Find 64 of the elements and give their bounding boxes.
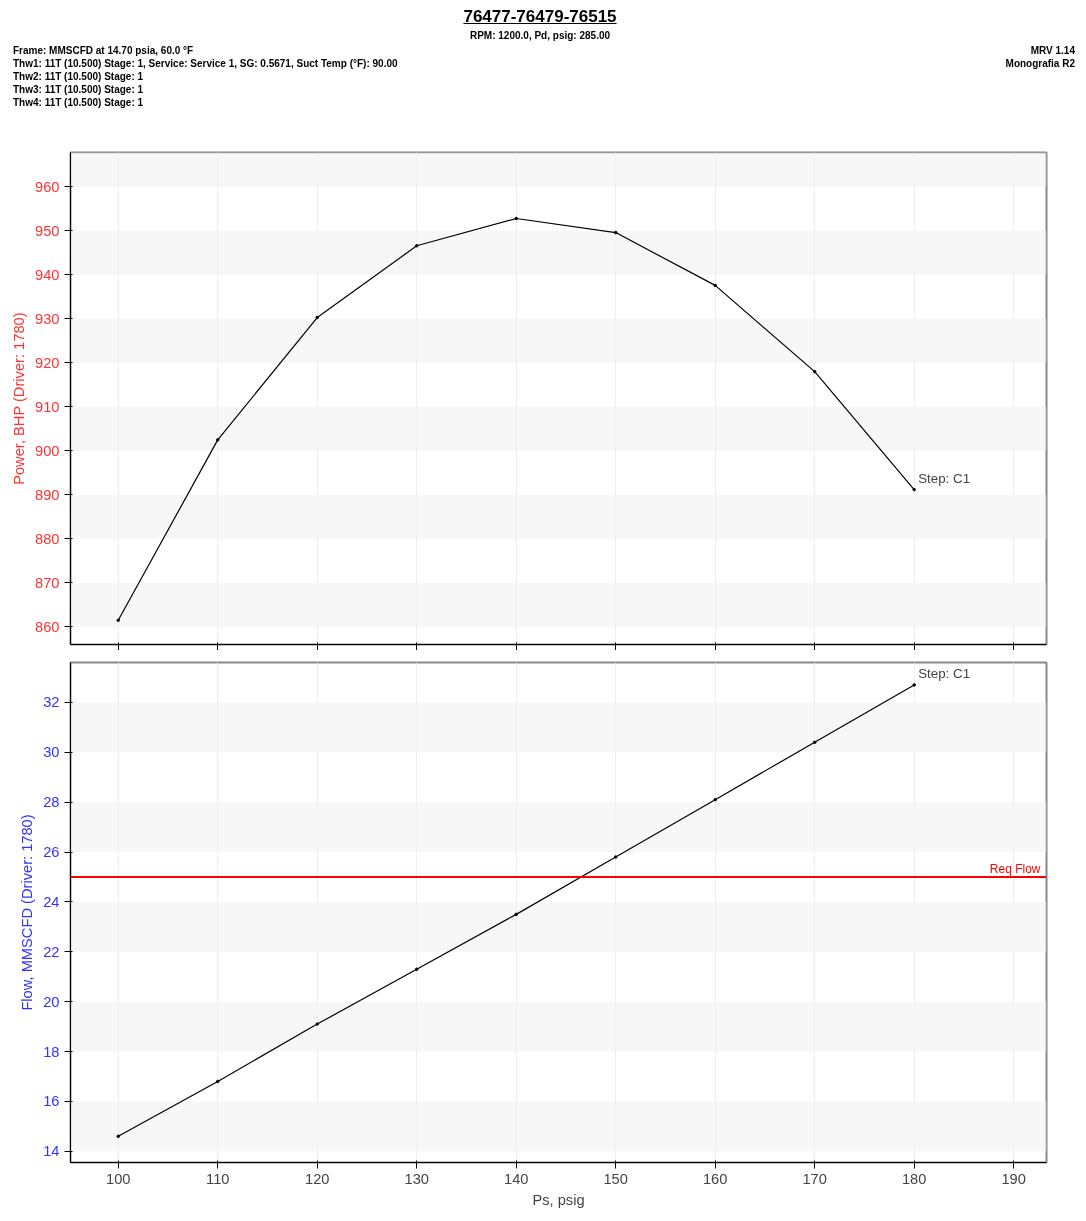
point — [613, 230, 618, 235]
x-tick-label: 160 — [702, 1170, 728, 1187]
x-axis-title: Ps, psig — [532, 1191, 585, 1208]
y-tick-label: 32 — [43, 694, 60, 711]
text: Thw4: 11T (10.500) Stage: 1 — [13, 95, 145, 109]
x-tick-label: 140 — [503, 1170, 529, 1187]
x-tick-label: 110 — [206, 1170, 230, 1187]
y-tick-label: 870 — [35, 574, 60, 591]
y-tick-label: 28 — [43, 794, 60, 811]
y-tick-label: 18 — [43, 1043, 60, 1060]
y-tick-label: 16 — [43, 1093, 60, 1110]
point — [613, 855, 618, 859]
point — [514, 912, 518, 917]
y-tick-label: 860 — [35, 618, 60, 635]
point — [315, 315, 319, 320]
point — [414, 967, 419, 971]
x-tick-label: 130 — [404, 1170, 429, 1187]
point — [116, 618, 121, 623]
point — [713, 283, 717, 288]
x-tick-label: 170 — [802, 1170, 827, 1187]
text: Thw3: 11T (10.500) Stage: 1 — [13, 82, 145, 96]
y-tick-label: 26 — [43, 844, 60, 861]
point — [812, 369, 817, 374]
x-tick-label: 100 — [106, 1170, 131, 1187]
point — [216, 1079, 220, 1084]
point — [912, 683, 916, 687]
point — [414, 244, 419, 248]
y-tick-label: 960 — [35, 178, 60, 195]
y-tick-label: 20 — [43, 993, 60, 1010]
x-tick-label: 150 — [603, 1170, 628, 1187]
chart-title: 76477-76479-76515 — [462, 6, 618, 28]
y-tick-label: 930 — [35, 310, 60, 327]
y-tick-label: 880 — [35, 530, 60, 547]
ref-line-label: Req Flow — [989, 861, 1041, 876]
y-tick-label: 900 — [35, 442, 60, 459]
point — [315, 1022, 319, 1026]
y-tick-label: 940 — [35, 266, 60, 283]
point — [116, 1134, 121, 1139]
point — [216, 438, 220, 442]
y-tick-label: 890 — [35, 486, 60, 503]
text: Thw2: 11T (10.500) Stage: 1 — [13, 69, 145, 83]
x-tick-label: 120 — [305, 1170, 330, 1187]
text: Frame: MMSCFD at 14.70 psia, 60.0 °F — [13, 43, 195, 57]
point — [812, 740, 817, 745]
text: MRV 1.14 — [1029, 43, 1075, 57]
y-tick-label: 22 — [43, 943, 60, 960]
y-tick-label: 950 — [35, 222, 60, 239]
y-tick-label: 920 — [35, 354, 60, 371]
chart-subtitle: RPM: 1200.0, Pd, psig: 285.00 — [468, 29, 612, 44]
text: Monografia R2 — [1005, 56, 1075, 70]
annotation: Step: C1 — [918, 665, 971, 681]
point — [514, 216, 518, 221]
annotation: Step: C1 — [918, 470, 971, 486]
y-tick-label: 910 — [35, 398, 60, 415]
point — [713, 797, 717, 802]
y-tick-label: 24 — [43, 893, 60, 910]
point — [912, 487, 916, 492]
y-axis-title: Flow, MMSCFD (Driver: 1780) — [19, 814, 36, 1011]
x-tick-label: 180 — [901, 1170, 927, 1187]
x-tick-label: 190 — [1001, 1170, 1026, 1187]
y-tick-label: 14 — [43, 1143, 60, 1160]
y-tick-label: 30 — [43, 744, 60, 761]
y-axis-title: Power, BHP (Driver: 1780) — [11, 312, 28, 485]
text: Thw1: 11T (10.500) Stage: 1, Service: Service 1, SG: 0.5671, Suct Temp (°F): 90.00 — [13, 56, 398, 70]
